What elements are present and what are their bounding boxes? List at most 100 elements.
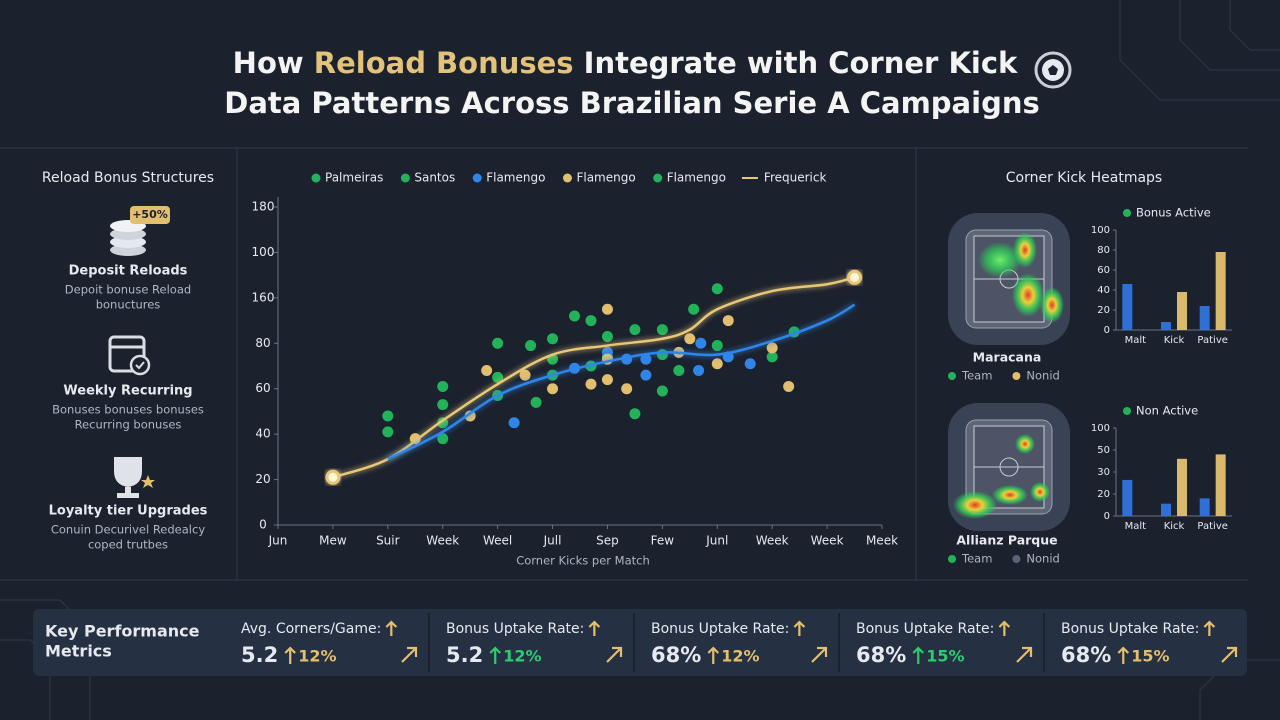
- scatter-point: [722, 315, 734, 327]
- legend-label: Palmeiras: [325, 171, 383, 185]
- scatter-point: [585, 378, 597, 390]
- kpi-trend-icon: [606, 646, 623, 663]
- y-tick-label: 100: [1091, 423, 1110, 434]
- kpi-value: 68%: [1061, 643, 1111, 667]
- ball-icon: [1034, 51, 1072, 89]
- kpi-label: Avg. Corners/Game:: [241, 621, 381, 637]
- scatter-point: [492, 371, 504, 383]
- scatter-point: [569, 310, 581, 322]
- scatter-point: [711, 340, 723, 352]
- legend-dot: [1012, 555, 1021, 563]
- y-tick-label: 60: [255, 381, 270, 395]
- scatter-point: [382, 426, 394, 438]
- heatmap-heading: Corner Kick Heatmaps: [1006, 170, 1162, 186]
- line-end-point: [847, 269, 863, 285]
- x-tick-label: Few: [651, 534, 675, 548]
- y-tick-label: 100: [252, 245, 275, 259]
- scatter-point: [629, 324, 641, 336]
- y-tick-label: 80: [1097, 245, 1110, 256]
- kpi-label: Bonus Uptake Rate:: [856, 621, 994, 637]
- y-tick-label: 100: [1091, 225, 1110, 236]
- bar: [1215, 252, 1226, 330]
- scatter-point: [601, 303, 613, 315]
- y-tick-label: 0: [259, 518, 267, 532]
- legend-dot: [311, 173, 321, 183]
- scatter-point: [693, 365, 705, 377]
- trophy-icon: [114, 457, 155, 498]
- scatter-point: [547, 383, 559, 395]
- x-tick-label: Jull: [543, 534, 562, 548]
- x-tick-label: Pative: [1197, 335, 1227, 346]
- scatter-point: [640, 369, 652, 381]
- y-tick-label: 20: [1097, 489, 1110, 500]
- kpi-value: 68%: [651, 643, 701, 667]
- scatter-point: [629, 408, 641, 420]
- bar: [1199, 306, 1210, 330]
- legend-dot: [948, 555, 956, 563]
- kpi-change: 12%: [721, 647, 759, 666]
- x-tick-label: Suir: [376, 534, 400, 548]
- item-desc: Recurring bonuses: [75, 418, 182, 432]
- scatter-point: [525, 340, 537, 352]
- item-title: Weekly Recurring: [63, 384, 192, 399]
- item-title: Loyalty tier Upgrades: [49, 504, 208, 519]
- item-title: Deposit Reloads: [69, 264, 188, 279]
- kpi-change-arrow: [489, 646, 501, 664]
- scatter-point: [547, 333, 559, 345]
- x-tick-label: Kick: [1164, 521, 1185, 532]
- calendar-icon: [108, 335, 151, 376]
- scatter-point: [621, 383, 633, 395]
- legend-label: Nonid: [1026, 552, 1059, 566]
- scatter-point: [744, 358, 756, 370]
- scatter-point: [464, 410, 476, 422]
- item-desc: Depoit bonuse Reload: [65, 283, 191, 297]
- scatter-point: [783, 380, 795, 392]
- kpi-panel: [33, 609, 1247, 676]
- x-tick-label: Kick: [1164, 335, 1185, 346]
- scatter-point: [601, 330, 613, 342]
- legend-label: Nonid: [1026, 369, 1059, 383]
- stadium-2: [948, 403, 1070, 531]
- x-tick-label: Junl: [705, 534, 728, 548]
- scatter-point: [673, 365, 685, 377]
- scatter-point: [766, 351, 778, 363]
- y-tick-label: 160: [252, 290, 275, 304]
- kpi-trend-icon: [1016, 646, 1033, 663]
- x-axis-title: Corner Kicks per Match: [516, 554, 650, 568]
- scatter-point: [601, 374, 613, 386]
- kpi-up-arrow: [793, 620, 806, 636]
- scatter-point: [530, 396, 542, 408]
- stadium-name: Allianz Parque: [956, 533, 1057, 548]
- kpi-label: Bonus Uptake Rate:: [446, 621, 584, 637]
- scatter-point: [519, 369, 531, 381]
- scatter-point: [640, 353, 652, 365]
- kpi-value: 5.2: [241, 643, 278, 667]
- scatter-point: [656, 324, 668, 336]
- legend-dot: [1123, 209, 1131, 217]
- kpi-up-arrow: [588, 620, 601, 636]
- legend-label: Santos: [414, 171, 455, 185]
- y-tick-label: 50: [1097, 445, 1110, 456]
- legend-dot: [562, 173, 572, 183]
- bar: [1122, 479, 1133, 516]
- stadium-1: [948, 213, 1070, 345]
- x-tick-label: Mew: [319, 534, 347, 548]
- coins-icon: [110, 206, 170, 256]
- x-tick-label: Week: [811, 534, 844, 548]
- legend-dot: [653, 173, 663, 183]
- y-tick-label: 20: [1097, 305, 1110, 316]
- kpi-change: 15%: [1131, 647, 1169, 666]
- x-tick-label: Weel: [483, 534, 512, 548]
- scatter-point: [481, 365, 493, 377]
- item-desc: bonuctures: [96, 298, 161, 312]
- legend-dot: [1012, 372, 1021, 380]
- scatter-point: [656, 385, 668, 397]
- scatter-point: [684, 333, 696, 345]
- y-tick-label: 0: [1104, 325, 1110, 336]
- legend-dot: [948, 372, 956, 380]
- bar: [1161, 322, 1171, 330]
- scatter-point: [437, 433, 449, 445]
- x-tick-label: Malt: [1125, 335, 1147, 346]
- trend-line: [332, 276, 855, 479]
- y-tick-label: 40: [255, 427, 270, 441]
